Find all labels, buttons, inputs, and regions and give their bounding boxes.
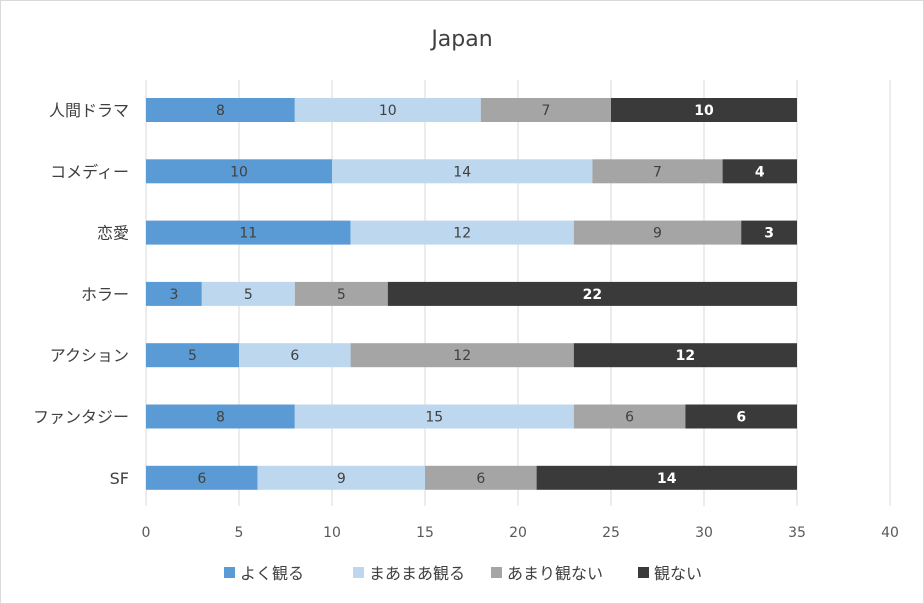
data-label: 10 [379, 103, 397, 119]
legend-swatch [491, 567, 502, 578]
bar-segment [146, 98, 295, 122]
bar-segment [146, 159, 332, 184]
bar-segment [239, 343, 351, 368]
bar-segment [146, 343, 239, 368]
data-label: 12 [453, 226, 471, 242]
data-label: 11 [239, 226, 257, 242]
bar-segment [480, 98, 611, 122]
bar-segment [350, 343, 574, 368]
bar-segment [146, 465, 258, 490]
data-label: 9 [653, 226, 662, 242]
legend-label: よく観る [240, 564, 304, 583]
bar-segment [741, 220, 797, 245]
legend-swatch [224, 567, 235, 578]
data-label: 12 [676, 348, 695, 364]
data-label: 5 [188, 348, 197, 364]
data-label: 6 [197, 471, 206, 487]
bar-segment [294, 281, 388, 306]
category-label: ファンタジー [33, 408, 129, 427]
category-label: SF [110, 469, 129, 488]
data-label: 5 [244, 287, 253, 303]
bar-segment [201, 281, 295, 306]
bar-segment [387, 281, 797, 306]
data-label: 10 [230, 164, 248, 180]
bar-segment [592, 159, 723, 184]
x-axis-ticks: 0 5 10 15 20 25 30 35 40 [142, 525, 899, 541]
data-label: 7 [541, 103, 550, 119]
data-label: 15 [425, 410, 443, 426]
category-label: ホラー [81, 285, 129, 304]
bar-segment [573, 404, 686, 429]
data-label: 12 [453, 348, 471, 364]
data-label: 7 [653, 164, 662, 180]
data-label: 3 [764, 226, 774, 242]
bar-segment [294, 98, 481, 122]
data-label: 8 [216, 410, 225, 426]
category-label: 人間ドラマ [49, 101, 129, 120]
data-labels: 8 10 7 10 10 14 7 4 11 12 9 3 3 5 5 22 5 6 12 12 8 15 6 6 6 9 6 14 [169, 103, 774, 487]
data-label: 4 [755, 164, 765, 180]
bar-segment [685, 404, 797, 429]
legend-label: あまり観ない [507, 564, 603, 583]
legend-swatch [638, 567, 649, 578]
data-label: 6 [625, 410, 634, 426]
data-label: 3 [169, 287, 178, 303]
data-label: 14 [657, 471, 677, 487]
bar-segment [146, 404, 295, 429]
bar-segment [536, 465, 797, 490]
bars [146, 98, 797, 490]
x-tick-label: 35 [788, 525, 806, 541]
bar-segment [425, 465, 537, 490]
x-tick-label: 15 [416, 525, 434, 541]
x-tick-label: 20 [509, 525, 527, 541]
bar-segment [146, 281, 202, 306]
bar-segment [350, 220, 574, 245]
x-tick-label: 40 [881, 525, 899, 541]
bar-segment [332, 159, 593, 184]
data-label: 6 [476, 471, 485, 487]
legend-label: 観ない [654, 564, 702, 583]
bar-segment [294, 404, 574, 429]
data-label: 6 [736, 410, 746, 426]
legend-swatch [353, 567, 364, 578]
bar-segment [611, 98, 797, 122]
bar-segment [573, 343, 797, 368]
bar-segment [573, 220, 742, 245]
data-label: 6 [290, 348, 299, 364]
category-label: アクション [50, 346, 129, 365]
category-label: 恋愛 [97, 224, 129, 243]
x-tick-label: 5 [235, 525, 244, 541]
data-label: 9 [337, 471, 346, 487]
data-label: 8 [216, 103, 225, 119]
x-tick-label: 25 [602, 525, 620, 541]
bar-segment [146, 220, 351, 245]
data-label: 14 [453, 164, 471, 180]
legend: よく観る まあまあ観る あまり観ない 観ない [224, 564, 702, 583]
data-label: 22 [583, 287, 602, 303]
bar-segment [257, 465, 425, 490]
legend-label: まあまあ観る [369, 564, 465, 583]
x-tick-label: 10 [323, 525, 341, 541]
x-tick-label: 0 [142, 525, 151, 541]
x-tick-label: 30 [695, 525, 713, 541]
bar-segment [722, 159, 797, 184]
data-label: 10 [694, 103, 714, 119]
category-label: コメディー [50, 162, 129, 181]
chart-title: Japan [429, 27, 492, 52]
data-label: 5 [337, 287, 346, 303]
